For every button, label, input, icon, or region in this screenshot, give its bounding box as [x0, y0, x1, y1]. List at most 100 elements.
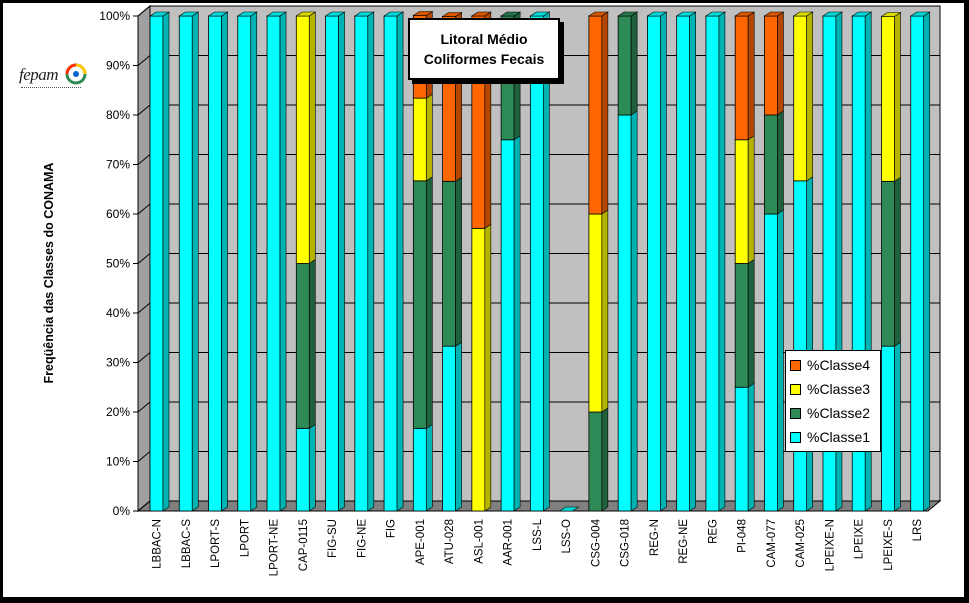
bar-top-cam-077	[763, 11, 785, 17]
bar-segment-csg-004-classe3	[588, 213, 603, 413]
x-tick-label-lpeixe-s: LPEIXE-S	[883, 519, 895, 571]
gridline-side	[137, 500, 151, 512]
bar-top-lbbac-n	[149, 11, 170, 17]
bar-top-asl-001	[470, 11, 492, 17]
gridline-side	[137, 401, 151, 413]
bar-segment-lport-ne-classe1	[266, 15, 281, 512]
x-tick-label-cap-0115: CAP-0115	[298, 519, 310, 571]
bar-side-fig-classe1	[396, 11, 404, 512]
legend-label-classe2: %Classe2	[807, 405, 871, 421]
bar-side-lpeixe-s-classe2	[894, 176, 901, 347]
gridline-side	[137, 203, 151, 215]
bar-side-reg-ne-classe1	[689, 11, 696, 512]
bar-top-fig-ne	[353, 11, 375, 17]
x-tick-label-ape-001: APE-001	[415, 519, 427, 565]
bar-segment-lrs-classe1	[910, 15, 925, 512]
bar-segment-reg-ne-classe1	[676, 15, 691, 512]
bar-top-lbbac-s	[178, 11, 200, 17]
y-axis-label-text: Freqüência das Classes do CONAMA	[42, 162, 56, 384]
bar-top-lpeixe-n	[821, 11, 843, 17]
gridline-side	[137, 352, 151, 363]
bar-side-lpeixe-s-classe3	[894, 11, 901, 182]
legend-item-classe3: %Classe3	[790, 379, 870, 399]
bar-top-lss-l	[529, 11, 551, 17]
bar-side-cam-025-classe1	[806, 176, 814, 512]
y-tick-label: 50%	[106, 257, 130, 271]
bar-segment-csg-018-classe1	[617, 114, 632, 512]
y-tick-label: 90%	[106, 59, 130, 73]
bar-side-lbbac-n-classe1	[162, 11, 170, 512]
y-tick-label: 30%	[106, 356, 130, 370]
bar-side-fig-su-classe1	[338, 11, 345, 512]
bar-side-asl-001-classe3	[484, 223, 492, 512]
gridline-side	[137, 154, 151, 165]
bar-side-atu-028-classe1	[455, 341, 462, 512]
bar-segment-cap-0115-classe1	[295, 427, 310, 512]
gridline-side	[137, 451, 151, 462]
logo-underline	[21, 87, 81, 90]
bar-top-lss-o	[558, 506, 580, 512]
bar-side-csg-004-classe3	[601, 209, 609, 413]
x-tick-label-lport: LPORT	[239, 519, 251, 557]
label-layer: 0% 10% 20% 30% 40% 50% 60% 70% 80% 90% 100% LBBAC-N…	[99, 9, 924, 576]
legend-label-classe3: %Classe3	[807, 381, 871, 397]
bar-side-pi-048-classe2	[747, 258, 755, 388]
bar-top-lport-ne	[266, 11, 288, 17]
chart-title-box: Litoral Médio Coliformes Fecais	[408, 18, 560, 80]
bar-segment-aar-001-classe1	[500, 139, 515, 512]
legend-label-classe4: %Classe4	[807, 357, 871, 373]
gridline-side	[137, 104, 151, 116]
bar-segment-fig-ne-classe1	[354, 15, 369, 512]
bar-top-lport	[236, 11, 258, 17]
logo-text: fepam	[19, 65, 59, 84]
x-tick-label-fig-su: FIG-SU	[327, 519, 339, 558]
bar-side-ape-001-classe3	[426, 93, 433, 182]
bar-segment-lbbac-s-classe1	[178, 15, 193, 512]
bar-side-cap-0115-classe3	[308, 11, 316, 265]
x-tick-label-lpeixe-n: LPEIXE-N	[824, 519, 836, 571]
fepam-logo: fepam	[19, 59, 91, 99]
fepam-logo-mark-icon	[65, 63, 87, 85]
x-tick-label-lpeixe: LPEIXE	[854, 519, 866, 560]
bar-top-aar-001	[500, 11, 522, 17]
bar-top-atu-028	[441, 12, 463, 17]
bar-side-lport-classe1	[250, 11, 258, 512]
x-tick-label-lport-ne: LPORT-NE	[269, 519, 281, 577]
legend-item-classe4: %Classe4	[790, 355, 870, 375]
x-tick-label-cam-025: CAM-025	[795, 519, 807, 568]
x-tick-label-fig: FIG	[386, 519, 398, 538]
x-tick-label-reg-n: REG-N	[649, 519, 661, 556]
y-tick-label: 0%	[113, 504, 131, 518]
bar-segment-reg-classe1	[705, 15, 720, 512]
bar-side-aar-001-classe1	[513, 135, 521, 512]
bar-segment-cam-025-classe1	[793, 180, 808, 512]
bar-side-csg-018-classe2	[630, 11, 638, 116]
bar-side-lpeixe-s-classe1	[894, 341, 901, 512]
x-tick-label-fig-ne: FIG-NE	[356, 519, 368, 558]
bar-side-pi-048-classe1	[747, 382, 755, 512]
bar-segment-fig-classe1	[383, 15, 398, 512]
bar-segment-ape-001-classe2	[412, 180, 427, 429]
x-tick-label-aar-001: AAR-001	[503, 519, 515, 566]
bar-segment-fig-su-classe1	[325, 15, 339, 512]
bar-top-lpeixe	[851, 11, 873, 17]
bar-side-fig-ne-classe1	[367, 11, 375, 512]
bar-segment-pi-048-classe4	[734, 15, 749, 141]
bar-top-reg-ne	[675, 11, 697, 17]
bar-segment-lport-classe1	[237, 15, 252, 512]
bar-side-cap-0115-classe2	[308, 258, 316, 429]
bar-side-cam-077-classe2	[777, 110, 784, 215]
bar-side-lbbac-s-classe1	[191, 11, 199, 512]
bar-segment-atu-028-classe2	[442, 180, 456, 347]
x-tick-label-reg: REG	[707, 519, 719, 544]
x-tick-label-csg-018: CSG-018	[620, 519, 632, 567]
bar-segment-lss-l-classe1	[529, 15, 544, 512]
chart-title-line-1: Litoral Médio	[440, 31, 528, 47]
bar-segment-lport-s-classe1	[208, 15, 222, 512]
bar-segment-cam-077-classe2	[764, 114, 778, 215]
bar-segment-lpeixe-s-classe3	[881, 16, 895, 182]
bar-side-ape-001-classe2	[426, 176, 433, 429]
y-tick-label: 40%	[106, 306, 130, 320]
legend-swatch-classe3	[790, 383, 801, 395]
legend-item-classe1: %Classe1	[790, 427, 870, 447]
